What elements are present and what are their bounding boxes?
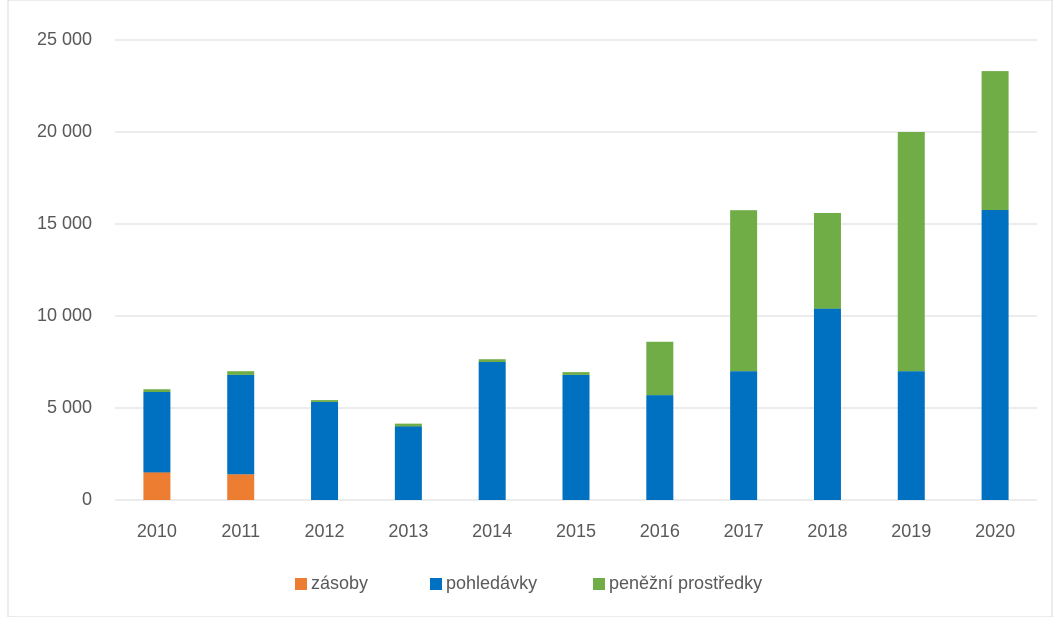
x-tick-label: 2017 — [724, 521, 764, 541]
x-tick-label: 2016 — [640, 521, 680, 541]
x-tick-label: 2012 — [305, 521, 345, 541]
legend-swatch — [593, 578, 605, 590]
bar-segment — [311, 401, 339, 500]
x-tick-label: 2019 — [891, 521, 931, 541]
bar-segment — [227, 474, 255, 500]
bar-segment — [562, 372, 590, 375]
bar-segment — [646, 395, 674, 500]
x-tick-label: 2020 — [975, 521, 1015, 541]
legend-swatch — [295, 578, 307, 590]
y-tick-label: 0 — [82, 489, 92, 509]
bar-segment — [143, 389, 171, 392]
bar-segment — [394, 423, 422, 427]
x-tick-label: 2013 — [388, 521, 428, 541]
bar-segment — [478, 362, 506, 500]
bar-segment — [143, 391, 171, 473]
bar-segment — [981, 210, 1009, 501]
x-tick-label: 2018 — [807, 521, 847, 541]
bar-segment — [311, 400, 339, 402]
bar-segment — [897, 371, 925, 500]
legend-label: pohledávky — [446, 573, 537, 593]
x-tick-label: 2014 — [472, 521, 512, 541]
bar-segment — [227, 374, 255, 475]
bar-segment — [227, 371, 255, 375]
y-tick-label: 5 000 — [47, 397, 92, 417]
bar-segment — [813, 212, 841, 309]
y-tick-label: 15 000 — [37, 213, 92, 233]
y-tick-label: 25 000 — [37, 29, 92, 49]
bar-segment — [394, 426, 422, 500]
bar-segment — [562, 374, 590, 500]
x-tick-label: 2010 — [137, 521, 177, 541]
chart-frame — [7, 0, 1053, 617]
bar-segment — [981, 71, 1009, 211]
bar-segment — [730, 371, 758, 500]
bar-segment — [478, 359, 506, 362]
legend-swatch — [430, 578, 442, 590]
bar-segment — [897, 132, 925, 372]
legend-label: peněžní prostředky — [609, 573, 762, 593]
bar-segment — [813, 308, 841, 500]
y-tick-label: 10 000 — [37, 305, 92, 325]
bar-segment — [143, 472, 171, 500]
y-tick-label: 20 000 — [37, 121, 92, 141]
legend-label: zásoby — [311, 573, 368, 593]
bar-segment — [730, 210, 758, 372]
bar-segment — [646, 341, 674, 396]
x-tick-label: 2011 — [221, 521, 260, 541]
x-tick-label: 2015 — [556, 521, 596, 541]
